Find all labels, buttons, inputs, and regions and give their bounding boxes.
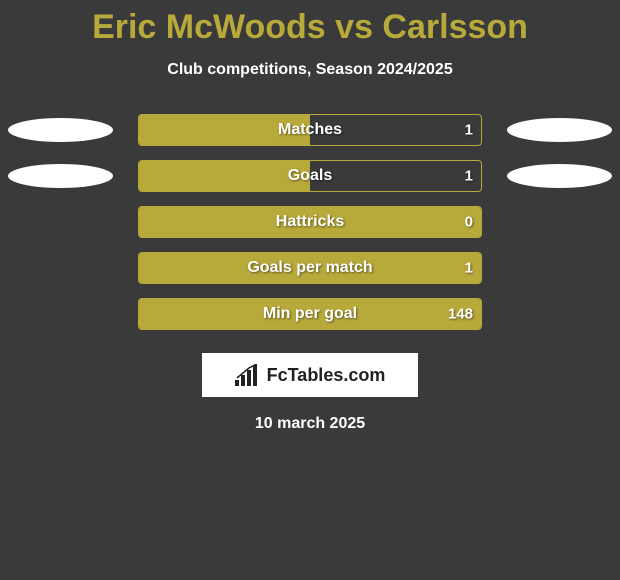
stat-row: Goals 1 bbox=[0, 153, 620, 199]
comparison-container: Matches 1 Goals 1 Hattricks 0 Goals per match 1… bbox=[0, 107, 620, 337]
stat-value-right: 1 bbox=[465, 168, 473, 185]
stat-row: Matches 1 bbox=[0, 107, 620, 153]
logo-text: FcTables.com bbox=[267, 365, 386, 386]
stat-bar-track: Matches 1 bbox=[138, 114, 482, 146]
fctables-logo-icon bbox=[235, 364, 261, 386]
date-text: 10 march 2025 bbox=[0, 415, 620, 433]
player-left-marker bbox=[8, 164, 113, 188]
player-right-marker bbox=[507, 164, 612, 188]
stat-value-right: 148 bbox=[448, 306, 473, 323]
stat-row: Min per goal 148 bbox=[0, 291, 620, 337]
stat-row: Hattricks 0 bbox=[0, 199, 620, 245]
player-left-marker bbox=[8, 118, 113, 142]
stat-value-right: 1 bbox=[465, 122, 473, 139]
stat-label: Hattricks bbox=[276, 213, 344, 231]
stat-bar-track: Min per goal 148 bbox=[138, 298, 482, 330]
stat-value-right: 1 bbox=[465, 260, 473, 277]
stat-label: Min per goal bbox=[263, 305, 357, 323]
stat-bar-fill-left bbox=[139, 161, 310, 191]
stat-label: Goals bbox=[288, 167, 332, 185]
subtitle: Club competitions, Season 2024/2025 bbox=[0, 61, 620, 79]
stat-row: Goals per match 1 bbox=[0, 245, 620, 291]
stat-bar-track: Goals per match 1 bbox=[138, 252, 482, 284]
stat-value-right: 0 bbox=[465, 214, 473, 231]
player-right-marker bbox=[507, 118, 612, 142]
logo-box[interactable]: FcTables.com bbox=[202, 353, 418, 397]
stat-label: Matches bbox=[278, 121, 342, 139]
stat-bar-track: Hattricks 0 bbox=[138, 206, 482, 238]
stat-bar-track: Goals 1 bbox=[138, 160, 482, 192]
page-title: Eric McWoods vs Carlsson bbox=[0, 0, 620, 47]
stat-label: Goals per match bbox=[247, 259, 372, 277]
